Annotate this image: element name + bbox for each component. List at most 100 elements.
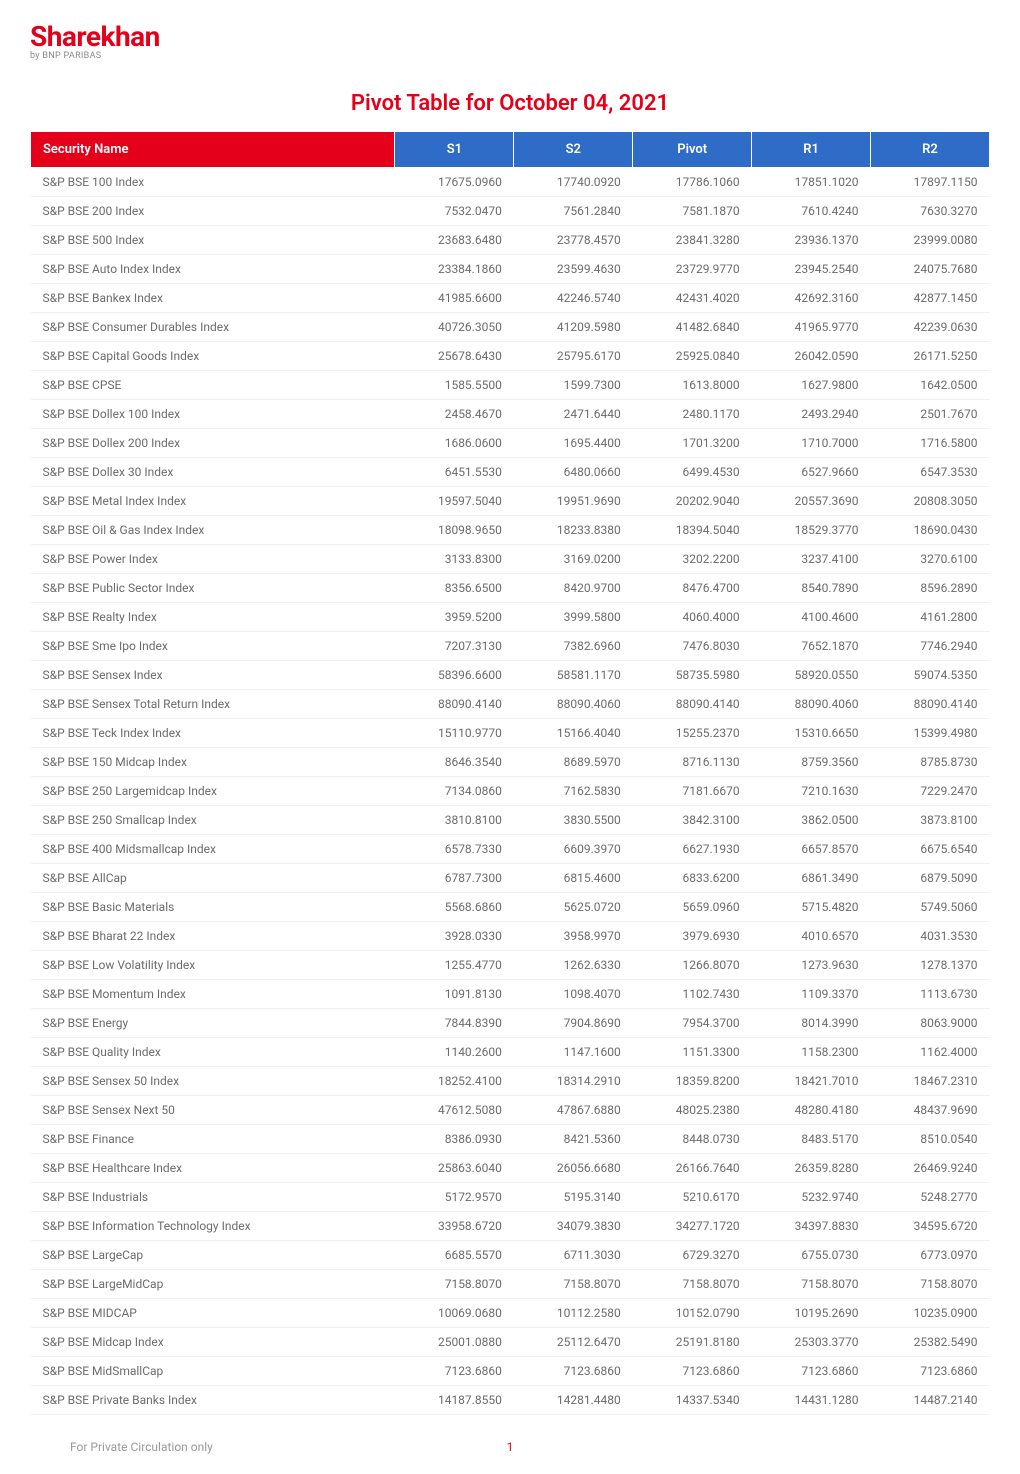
security-name-cell: S&P BSE Sensex Total Return Index [31, 690, 395, 719]
security-name-cell: S&P BSE Metal Index Index [31, 487, 395, 516]
value-cell: 8646.3540 [395, 748, 514, 777]
value-cell: 42877.1450 [871, 284, 990, 313]
value-cell: 26469.9240 [871, 1154, 990, 1183]
security-name-cell: S&P BSE Private Banks Index [31, 1386, 395, 1415]
value-cell: 6627.1930 [633, 835, 752, 864]
security-name-cell: S&P BSE Basic Materials [31, 893, 395, 922]
value-cell: 1091.8130 [395, 980, 514, 1009]
security-name-cell: S&P BSE Teck Index Index [31, 719, 395, 748]
security-name-cell: S&P BSE Quality Index [31, 1038, 395, 1067]
table-row: S&P BSE Power Index3133.83003169.0200320… [31, 545, 990, 574]
value-cell: 59074.5350 [871, 661, 990, 690]
value-cell: 88090.4060 [752, 690, 871, 719]
value-cell: 2480.1170 [633, 400, 752, 429]
value-cell: 3862.0500 [752, 806, 871, 835]
value-cell: 8759.3560 [752, 748, 871, 777]
value-cell: 3999.5800 [514, 603, 633, 632]
value-cell: 6657.8570 [752, 835, 871, 864]
value-cell: 1613.8000 [633, 371, 752, 400]
value-cell: 26056.6680 [514, 1154, 633, 1183]
value-cell: 7581.1870 [633, 197, 752, 226]
value-cell: 8689.5970 [514, 748, 633, 777]
value-cell: 23936.1370 [752, 226, 871, 255]
value-cell: 8014.3990 [752, 1009, 871, 1038]
value-cell: 25863.6040 [395, 1154, 514, 1183]
security-name-cell: S&P BSE Dollex 200 Index [31, 429, 395, 458]
table-row: S&P BSE Dollex 200 Index1686.06001695.44… [31, 429, 990, 458]
value-cell: 10195.2690 [752, 1299, 871, 1328]
value-cell: 6480.0660 [514, 458, 633, 487]
value-cell: 5715.4820 [752, 893, 871, 922]
security-name-cell: S&P BSE Dollex 30 Index [31, 458, 395, 487]
security-name-cell: S&P BSE Sensex Next 50 [31, 1096, 395, 1125]
security-name-cell: S&P BSE Capital Goods Index [31, 342, 395, 371]
value-cell: 17740.0920 [514, 168, 633, 197]
value-cell: 6578.7330 [395, 835, 514, 864]
table-row: S&P BSE Sme Ipo Index7207.31307382.69607… [31, 632, 990, 661]
value-cell: 7158.8070 [514, 1270, 633, 1299]
value-cell: 58735.5980 [633, 661, 752, 690]
value-cell: 47612.5080 [395, 1096, 514, 1125]
value-cell: 6451.5530 [395, 458, 514, 487]
value-cell: 3830.5500 [514, 806, 633, 835]
table-row: S&P BSE Energy7844.83907904.86907954.370… [31, 1009, 990, 1038]
table-row: S&P BSE Metal Index Index19597.504019951… [31, 487, 990, 516]
value-cell: 6773.0970 [871, 1241, 990, 1270]
value-cell: 1686.0600 [395, 429, 514, 458]
page-title: Pivot Table for October 04, 2021 [30, 91, 990, 116]
value-cell: 7158.8070 [871, 1270, 990, 1299]
value-cell: 5568.6860 [395, 893, 514, 922]
value-cell: 6729.3270 [633, 1241, 752, 1270]
value-cell: 6755.0730 [752, 1241, 871, 1270]
value-cell: 8785.8730 [871, 748, 990, 777]
value-cell: 2493.2940 [752, 400, 871, 429]
table-row: S&P BSE MidSmallCap7123.68607123.6860712… [31, 1357, 990, 1386]
value-cell: 14431.1280 [752, 1386, 871, 1415]
table-row: S&P BSE AllCap6787.73006815.46006833.620… [31, 864, 990, 893]
value-cell: 7954.3700 [633, 1009, 752, 1038]
value-cell: 8540.7890 [752, 574, 871, 603]
table-row: S&P BSE Midcap Index25001.088025112.6470… [31, 1328, 990, 1357]
value-cell: 1701.3200 [633, 429, 752, 458]
value-cell: 1098.4070 [514, 980, 633, 1009]
value-cell: 18529.3770 [752, 516, 871, 545]
value-cell: 5195.3140 [514, 1183, 633, 1212]
value-cell: 1255.4770 [395, 951, 514, 980]
table-row: S&P BSE Realty Index3959.52003999.580040… [31, 603, 990, 632]
value-cell: 5172.9570 [395, 1183, 514, 1212]
logo-subtitle: by BNP PARIBAS [30, 51, 990, 61]
table-row: S&P BSE Public Sector Index8356.65008420… [31, 574, 990, 603]
value-cell: 3958.9970 [514, 922, 633, 951]
value-cell: 3810.8100 [395, 806, 514, 835]
value-cell: 17786.1060 [633, 168, 752, 197]
value-cell: 1158.2300 [752, 1038, 871, 1067]
value-cell: 34595.6720 [871, 1212, 990, 1241]
value-cell: 7123.6860 [514, 1357, 633, 1386]
value-cell: 6787.7300 [395, 864, 514, 893]
security-name-cell: S&P BSE 100 Index [31, 168, 395, 197]
value-cell: 7158.8070 [633, 1270, 752, 1299]
value-cell: 8510.0540 [871, 1125, 990, 1154]
value-cell: 25191.8180 [633, 1328, 752, 1357]
value-cell: 18467.2310 [871, 1067, 990, 1096]
value-cell: 8420.9700 [514, 574, 633, 603]
value-cell: 7652.1870 [752, 632, 871, 661]
security-name-cell: S&P BSE Sme Ipo Index [31, 632, 395, 661]
value-cell: 19597.5040 [395, 487, 514, 516]
security-name-cell: S&P BSE Realty Index [31, 603, 395, 632]
table-body: S&P BSE 100 Index17675.096017740.0920177… [31, 168, 990, 1415]
table-row: S&P BSE Auto Index Index23384.186023599.… [31, 255, 990, 284]
logo-container: Sharekhan by BNP PARIBAS [30, 20, 990, 61]
value-cell: 25112.6470 [514, 1328, 633, 1357]
value-cell: 34277.1720 [633, 1212, 752, 1241]
value-cell: 7610.4240 [752, 197, 871, 226]
table-row: S&P BSE 200 Index7532.04707561.28407581.… [31, 197, 990, 226]
value-cell: 48437.9690 [871, 1096, 990, 1125]
value-cell: 8421.5360 [514, 1125, 633, 1154]
value-cell: 3842.3100 [633, 806, 752, 835]
value-cell: 7532.0470 [395, 197, 514, 226]
security-name-cell: S&P BSE Momentum Index [31, 980, 395, 1009]
value-cell: 1140.2600 [395, 1038, 514, 1067]
table-row: S&P BSE Bankex Index41985.660042246.5740… [31, 284, 990, 313]
table-row: S&P BSE Finance8386.09308421.53608448.07… [31, 1125, 990, 1154]
